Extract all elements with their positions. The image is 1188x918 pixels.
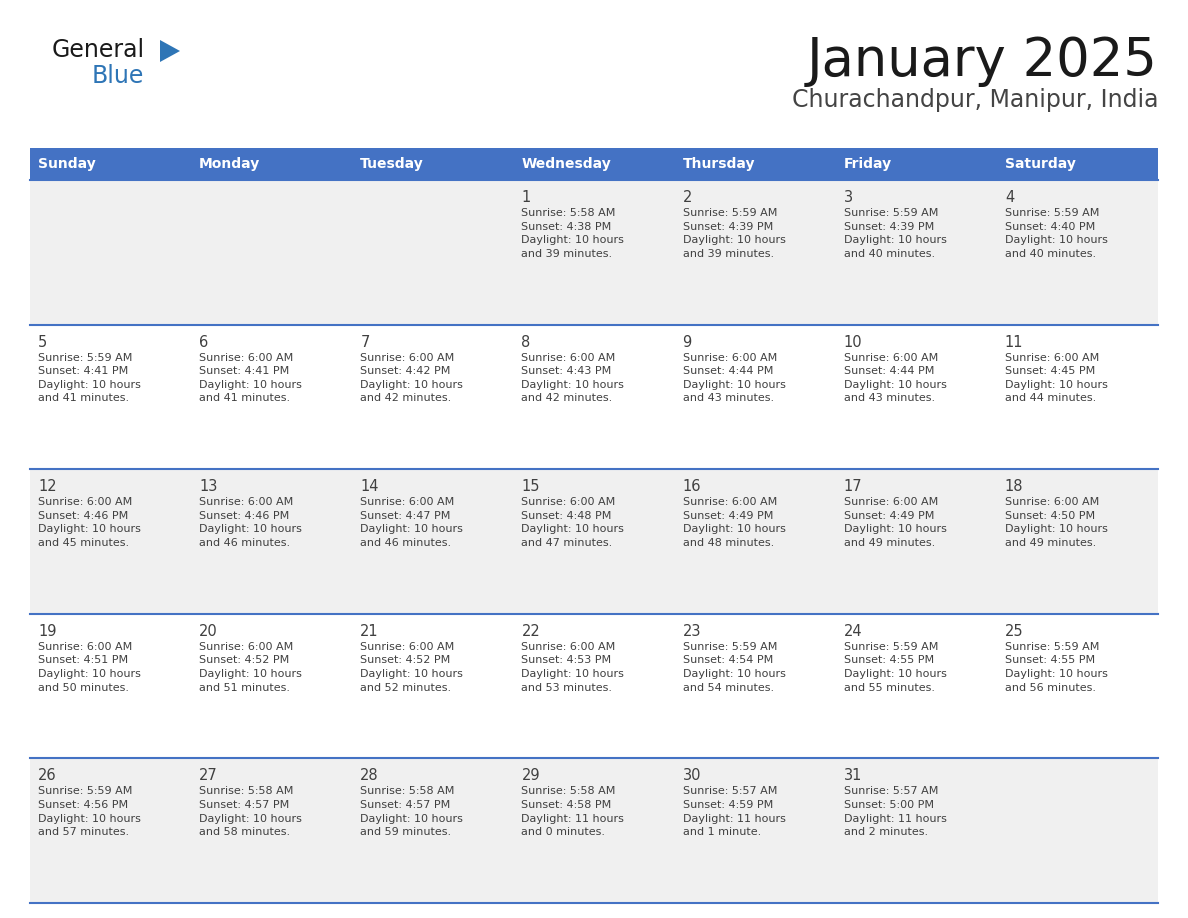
- Text: Sunrise: 6:00 AM
Sunset: 4:51 PM
Daylight: 10 hours
and 50 minutes.: Sunrise: 6:00 AM Sunset: 4:51 PM Dayligh…: [38, 642, 141, 692]
- Text: Blue: Blue: [91, 64, 145, 88]
- Text: January 2025: January 2025: [807, 35, 1158, 87]
- Text: Sunrise: 6:00 AM
Sunset: 4:47 PM
Daylight: 10 hours
and 46 minutes.: Sunrise: 6:00 AM Sunset: 4:47 PM Dayligh…: [360, 498, 463, 548]
- Text: Wednesday: Wednesday: [522, 157, 611, 171]
- Text: Sunrise: 5:59 AM
Sunset: 4:56 PM
Daylight: 10 hours
and 57 minutes.: Sunrise: 5:59 AM Sunset: 4:56 PM Dayligh…: [38, 787, 141, 837]
- Text: Sunrise: 6:00 AM
Sunset: 4:52 PM
Daylight: 10 hours
and 51 minutes.: Sunrise: 6:00 AM Sunset: 4:52 PM Dayligh…: [200, 642, 302, 692]
- Text: Thursday: Thursday: [683, 157, 756, 171]
- Text: Monday: Monday: [200, 157, 260, 171]
- Text: 17: 17: [843, 479, 862, 494]
- Text: Sunrise: 6:00 AM
Sunset: 4:48 PM
Daylight: 10 hours
and 47 minutes.: Sunrise: 6:00 AM Sunset: 4:48 PM Dayligh…: [522, 498, 625, 548]
- Text: 27: 27: [200, 768, 217, 783]
- Text: 16: 16: [683, 479, 701, 494]
- Text: 12: 12: [38, 479, 57, 494]
- Text: 10: 10: [843, 334, 862, 350]
- Text: Churachandpur, Manipur, India: Churachandpur, Manipur, India: [791, 88, 1158, 112]
- Text: Saturday: Saturday: [1005, 157, 1075, 171]
- Text: Sunrise: 5:57 AM
Sunset: 4:59 PM
Daylight: 11 hours
and 1 minute.: Sunrise: 5:57 AM Sunset: 4:59 PM Dayligh…: [683, 787, 785, 837]
- Text: Sunrise: 5:58 AM
Sunset: 4:58 PM
Daylight: 11 hours
and 0 minutes.: Sunrise: 5:58 AM Sunset: 4:58 PM Dayligh…: [522, 787, 625, 837]
- Text: 26: 26: [38, 768, 57, 783]
- Text: Friday: Friday: [843, 157, 892, 171]
- Text: 30: 30: [683, 768, 701, 783]
- Bar: [30, 148, 1158, 180]
- Text: 22: 22: [522, 624, 541, 639]
- Text: Sunrise: 6:00 AM
Sunset: 4:49 PM
Daylight: 10 hours
and 48 minutes.: Sunrise: 6:00 AM Sunset: 4:49 PM Dayligh…: [683, 498, 785, 548]
- Text: Sunrise: 6:00 AM
Sunset: 4:43 PM
Daylight: 10 hours
and 42 minutes.: Sunrise: 6:00 AM Sunset: 4:43 PM Dayligh…: [522, 353, 625, 403]
- Text: 4: 4: [1005, 190, 1015, 205]
- Text: Sunrise: 6:00 AM
Sunset: 4:46 PM
Daylight: 10 hours
and 46 minutes.: Sunrise: 6:00 AM Sunset: 4:46 PM Dayligh…: [200, 498, 302, 548]
- Text: 6: 6: [200, 334, 208, 350]
- Text: 29: 29: [522, 768, 541, 783]
- Text: Sunrise: 5:58 AM
Sunset: 4:38 PM
Daylight: 10 hours
and 39 minutes.: Sunrise: 5:58 AM Sunset: 4:38 PM Dayligh…: [522, 208, 625, 259]
- Text: Sunrise: 5:59 AM
Sunset: 4:39 PM
Daylight: 10 hours
and 40 minutes.: Sunrise: 5:59 AM Sunset: 4:39 PM Dayligh…: [843, 208, 947, 259]
- Text: Sunrise: 5:59 AM
Sunset: 4:55 PM
Daylight: 10 hours
and 56 minutes.: Sunrise: 5:59 AM Sunset: 4:55 PM Dayligh…: [1005, 642, 1107, 692]
- Text: Sunrise: 5:59 AM
Sunset: 4:40 PM
Daylight: 10 hours
and 40 minutes.: Sunrise: 5:59 AM Sunset: 4:40 PM Dayligh…: [1005, 208, 1107, 259]
- Text: 9: 9: [683, 334, 691, 350]
- Text: Sunrise: 6:00 AM
Sunset: 4:53 PM
Daylight: 10 hours
and 53 minutes.: Sunrise: 6:00 AM Sunset: 4:53 PM Dayligh…: [522, 642, 625, 692]
- Text: 2: 2: [683, 190, 691, 205]
- Text: Sunrise: 6:00 AM
Sunset: 4:44 PM
Daylight: 10 hours
and 43 minutes.: Sunrise: 6:00 AM Sunset: 4:44 PM Dayligh…: [843, 353, 947, 403]
- Text: 14: 14: [360, 479, 379, 494]
- Text: Sunrise: 5:59 AM
Sunset: 4:39 PM
Daylight: 10 hours
and 39 minutes.: Sunrise: 5:59 AM Sunset: 4:39 PM Dayligh…: [683, 208, 785, 259]
- Text: Sunrise: 6:00 AM
Sunset: 4:46 PM
Daylight: 10 hours
and 45 minutes.: Sunrise: 6:00 AM Sunset: 4:46 PM Dayligh…: [38, 498, 141, 548]
- Text: Sunrise: 6:00 AM
Sunset: 4:41 PM
Daylight: 10 hours
and 41 minutes.: Sunrise: 6:00 AM Sunset: 4:41 PM Dayligh…: [200, 353, 302, 403]
- Text: 18: 18: [1005, 479, 1023, 494]
- Bar: [30, 469, 1158, 614]
- Text: Sunrise: 6:00 AM
Sunset: 4:50 PM
Daylight: 10 hours
and 49 minutes.: Sunrise: 6:00 AM Sunset: 4:50 PM Dayligh…: [1005, 498, 1107, 548]
- Text: Sunrise: 5:58 AM
Sunset: 4:57 PM
Daylight: 10 hours
and 59 minutes.: Sunrise: 5:58 AM Sunset: 4:57 PM Dayligh…: [360, 787, 463, 837]
- Text: Sunrise: 6:00 AM
Sunset: 4:49 PM
Daylight: 10 hours
and 49 minutes.: Sunrise: 6:00 AM Sunset: 4:49 PM Dayligh…: [843, 498, 947, 548]
- Polygon shape: [160, 40, 181, 62]
- Text: Sunday: Sunday: [38, 157, 96, 171]
- Text: 8: 8: [522, 334, 531, 350]
- Text: Sunrise: 5:59 AM
Sunset: 4:41 PM
Daylight: 10 hours
and 41 minutes.: Sunrise: 5:59 AM Sunset: 4:41 PM Dayligh…: [38, 353, 141, 403]
- Text: 3: 3: [843, 190, 853, 205]
- Text: Sunrise: 6:00 AM
Sunset: 4:44 PM
Daylight: 10 hours
and 43 minutes.: Sunrise: 6:00 AM Sunset: 4:44 PM Dayligh…: [683, 353, 785, 403]
- Text: 11: 11: [1005, 334, 1023, 350]
- Text: Sunrise: 6:00 AM
Sunset: 4:45 PM
Daylight: 10 hours
and 44 minutes.: Sunrise: 6:00 AM Sunset: 4:45 PM Dayligh…: [1005, 353, 1107, 403]
- Text: Sunrise: 5:59 AM
Sunset: 4:54 PM
Daylight: 10 hours
and 54 minutes.: Sunrise: 5:59 AM Sunset: 4:54 PM Dayligh…: [683, 642, 785, 692]
- Text: 15: 15: [522, 479, 539, 494]
- Text: General: General: [52, 38, 145, 62]
- Text: 31: 31: [843, 768, 862, 783]
- Text: Sunrise: 6:00 AM
Sunset: 4:52 PM
Daylight: 10 hours
and 52 minutes.: Sunrise: 6:00 AM Sunset: 4:52 PM Dayligh…: [360, 642, 463, 692]
- Text: 28: 28: [360, 768, 379, 783]
- Text: Sunrise: 5:57 AM
Sunset: 5:00 PM
Daylight: 11 hours
and 2 minutes.: Sunrise: 5:57 AM Sunset: 5:00 PM Dayligh…: [843, 787, 947, 837]
- Text: 24: 24: [843, 624, 862, 639]
- Bar: [30, 758, 1158, 903]
- Text: 5: 5: [38, 334, 48, 350]
- Bar: [30, 614, 1158, 758]
- Text: 25: 25: [1005, 624, 1024, 639]
- Text: Tuesday: Tuesday: [360, 157, 424, 171]
- Text: 1: 1: [522, 190, 531, 205]
- Text: 13: 13: [200, 479, 217, 494]
- Text: 23: 23: [683, 624, 701, 639]
- Text: 7: 7: [360, 334, 369, 350]
- Bar: [30, 325, 1158, 469]
- Text: Sunrise: 5:59 AM
Sunset: 4:55 PM
Daylight: 10 hours
and 55 minutes.: Sunrise: 5:59 AM Sunset: 4:55 PM Dayligh…: [843, 642, 947, 692]
- Text: 20: 20: [200, 624, 217, 639]
- Bar: [30, 180, 1158, 325]
- Text: Sunrise: 5:58 AM
Sunset: 4:57 PM
Daylight: 10 hours
and 58 minutes.: Sunrise: 5:58 AM Sunset: 4:57 PM Dayligh…: [200, 787, 302, 837]
- Text: 21: 21: [360, 624, 379, 639]
- Text: Sunrise: 6:00 AM
Sunset: 4:42 PM
Daylight: 10 hours
and 42 minutes.: Sunrise: 6:00 AM Sunset: 4:42 PM Dayligh…: [360, 353, 463, 403]
- Text: 19: 19: [38, 624, 57, 639]
